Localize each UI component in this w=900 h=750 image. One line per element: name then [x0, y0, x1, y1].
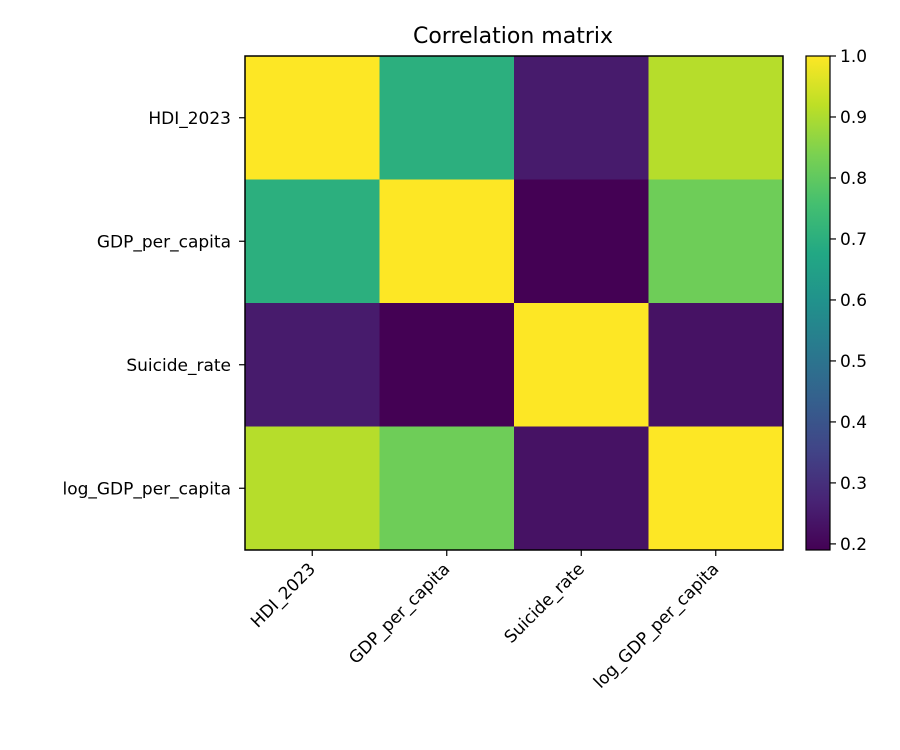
heatmap-cell — [379, 179, 515, 304]
colorbar-tick-label: 0.4 — [840, 413, 867, 433]
colorbar-ticks: 0.2 0.3 0.4 0.5 0.6 0.7 0.8 0.9 1.0 — [830, 47, 867, 555]
heatmap-cell — [514, 56, 649, 180]
column-tick-label: GDP_per_capita — [345, 559, 454, 668]
heatmap-cell — [245, 56, 380, 180]
column-tick-label: Suicide_rate — [501, 559, 589, 647]
heatmap-cell — [648, 426, 784, 551]
row-tick-label: HDI_2023 — [148, 109, 231, 129]
heatmap-cell — [245, 179, 380, 304]
column-tick-labels: HDI_2023 GDP_per_capita Suicide_rate log_GD… — [247, 550, 723, 693]
colorbar-tick-label: 0.3 — [840, 474, 867, 494]
colorbar-tick-label: 0.9 — [840, 108, 867, 128]
chart-title: Correlation matrix — [413, 24, 613, 49]
heatmap-cell — [379, 303, 515, 427]
heatmap-cell — [648, 303, 784, 427]
heatmap-cell — [514, 179, 649, 304]
heatmap-cells — [245, 56, 784, 551]
colorbar-tick-label: 0.8 — [840, 169, 867, 189]
colorbar-tick-label: 0.7 — [840, 230, 867, 250]
row-tick-label: Suicide_rate — [126, 356, 231, 376]
row-tick-labels: HDI_2023 GDP_per_capita Suicide_rate log_GD… — [62, 109, 245, 499]
heatmap-cell — [245, 426, 380, 551]
heatmap-cell — [379, 56, 515, 180]
row-tick-label: log_GDP_per_capita — [62, 479, 231, 499]
colorbar — [805, 55, 831, 551]
column-tick-label: log_GDP_per_capita — [590, 559, 723, 692]
colorbar-tick-label: 0.2 — [840, 535, 867, 555]
heatmap-cell — [379, 426, 515, 551]
heatmap-frame — [244, 55, 784, 551]
heatmap-cell — [514, 303, 649, 427]
row-tick-label: GDP_per_capita — [97, 232, 231, 252]
heatmap-cell — [514, 426, 649, 551]
colorbar-tick-label: 0.6 — [840, 291, 867, 311]
colorbar-tick-label: 1.0 — [840, 47, 867, 67]
column-tick-label: HDI_2023 — [247, 559, 320, 632]
heatmap-cell — [648, 56, 784, 180]
heatmap-cell — [648, 179, 784, 304]
heatmap-cell — [245, 303, 380, 427]
colorbar-tick-label: 0.5 — [840, 352, 867, 372]
